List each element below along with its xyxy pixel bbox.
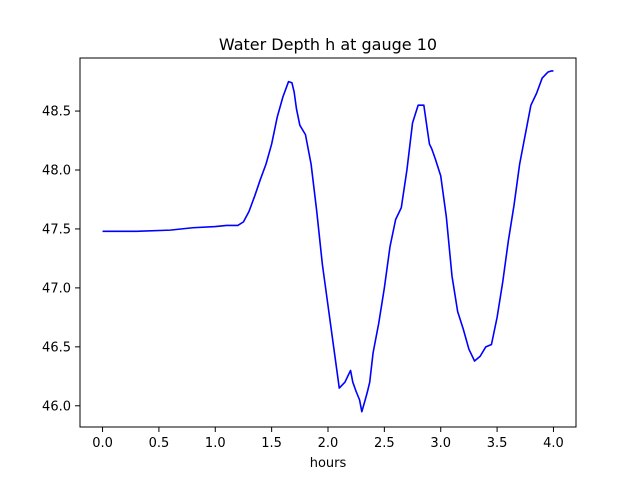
x-tick-label: 0.5 [149, 436, 170, 451]
x-axis: 0.0 0.5 1.0 1.5 2.0 2.5 3.0 3.5 4.0 [92, 427, 564, 451]
y-tick-label: 46.5 [42, 340, 71, 355]
x-axis-label: hours [310, 456, 347, 471]
y-tick-label: 47.5 [42, 222, 71, 237]
x-tick-label: 3.5 [487, 436, 508, 451]
x-tick-label: 3.0 [430, 436, 451, 451]
x-tick-label: 1.5 [261, 436, 282, 451]
x-tick-label: 4.0 [543, 436, 564, 451]
series-line [102, 70, 554, 413]
x-tick-label: 0.0 [92, 436, 113, 451]
x-tick-label: 1.0 [205, 436, 226, 451]
y-tick-label: 47.0 [42, 281, 71, 296]
x-tick-label: 2.0 [318, 436, 339, 451]
y-tick-label: 48.0 [42, 163, 71, 178]
x-tick-label: 2.5 [374, 436, 395, 451]
y-tick-label: 46.0 [42, 399, 71, 414]
y-tick-label: 48.5 [42, 105, 71, 120]
y-axis: 46.0 46.5 47.0 47.5 48.0 48.5 [42, 105, 80, 414]
chart-title: Water Depth h at gauge 10 [219, 35, 437, 54]
